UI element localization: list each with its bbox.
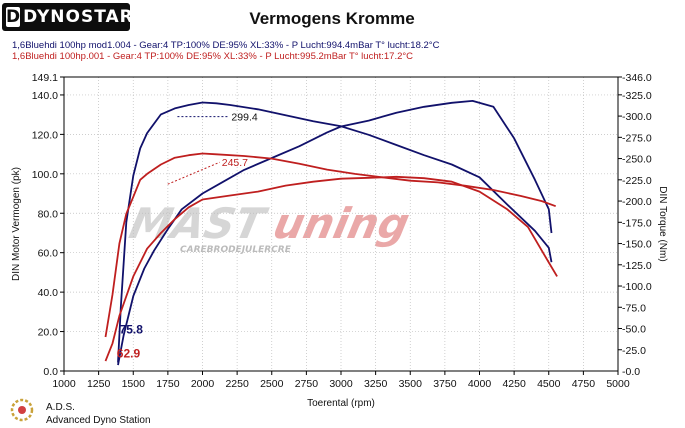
x-tick-label: 3000	[329, 378, 353, 390]
y2-tick-label: -100.0	[622, 281, 652, 293]
x-tick-label: 2500	[260, 378, 284, 390]
y2-tick-label: -325.0	[622, 90, 652, 102]
y2-tick-label: -225.0	[622, 175, 652, 187]
x-tick-label: 1500	[122, 378, 146, 390]
y2-tick-label: -50.0	[622, 324, 646, 336]
y-tick-label: 100.0	[32, 169, 58, 181]
y2-tick-label: -75.0	[622, 302, 646, 314]
x-axis-label: Toerental (rpm)	[307, 398, 375, 409]
annotation-run2-torque-peak: 245.7	[222, 157, 248, 169]
series-run1-power	[117, 100, 553, 366]
annotation-leader	[167, 161, 220, 185]
y2-axis-label: DIN Torque (Nm)	[657, 186, 668, 261]
x-tick-label: 2250	[225, 378, 249, 390]
y2-tick-label: -25.0	[622, 345, 646, 357]
series-run1-torque	[117, 101, 553, 363]
legend-entry-run2: 1,6Bluehdi 100hp.001 - Gear:4 TP:100% DE…	[12, 51, 413, 62]
series-run2-power	[104, 175, 558, 362]
legend-entry-run1: 1,6Bluehdi 100hp mod1.004 - Gear:4 TP:10…	[12, 40, 440, 51]
x-tick-label: 2000	[191, 378, 215, 390]
annotation-run1-start: 75.8	[120, 322, 144, 336]
annotation-run2-start: 62.9	[117, 346, 141, 360]
x-tick-label: 4500	[537, 378, 561, 390]
x-tick-label: 1000	[52, 378, 76, 390]
y2-tick-label: -275.0	[622, 132, 652, 144]
y-tick-label: 140.0	[32, 90, 58, 102]
y2-tick-label: -200.0	[622, 196, 652, 208]
y2-tick-label: -125.0	[622, 260, 652, 272]
y2-tick-label: -250.0	[622, 154, 652, 166]
logo-badge-icon: D	[6, 7, 21, 27]
x-tick-label: 3500	[399, 378, 423, 390]
y2-tick-label: -300.0	[622, 111, 652, 123]
y2-tick-label: -175.0	[622, 217, 652, 229]
y-axis-label: DIN Motor Vermogen (pk)	[11, 167, 22, 281]
dynostar-logo: D DYNOSTAR	[2, 3, 133, 31]
ads-gear-center	[18, 406, 26, 414]
y-tick-label: 120.0	[32, 129, 58, 141]
y-tick-label: 80.0	[38, 208, 59, 220]
ads-gear-icon	[10, 398, 34, 422]
watermark-sub: CAREBRODEJULERCRE	[180, 245, 292, 255]
y-tick-label: 40.0	[38, 287, 59, 299]
watermark-mas: MAST	[125, 200, 271, 248]
footer-title: A.D.S.	[46, 402, 75, 413]
x-tick-label: 1750	[156, 378, 180, 390]
y-tick-label: 0.0	[43, 366, 58, 378]
y-tick-label: 20.0	[38, 327, 59, 339]
logo-brand: DYNOSTAR	[23, 7, 134, 27]
y-tick-label: 149.1	[32, 72, 58, 84]
x-tick-label: 1250	[87, 378, 111, 390]
y-tick-label: 60.0	[38, 248, 59, 260]
x-tick-label: 4250	[502, 378, 526, 390]
chart-title: Vermogens Kromme	[249, 9, 414, 28]
x-tick-label: 5000	[606, 378, 630, 390]
x-tick-label: 3750	[433, 378, 457, 390]
x-tick-label: 4000	[468, 378, 492, 390]
annotation-run1-torque-peak: 299.4	[231, 112, 257, 124]
series-run2-torque	[104, 152, 557, 338]
y2-tick-label: -346.0	[622, 72, 652, 84]
y2-tick-label: -150.0	[622, 239, 652, 251]
x-tick-label: 4750	[572, 378, 596, 390]
x-tick-label: 2750	[295, 378, 319, 390]
y2-tick-label: -0.0	[622, 366, 640, 378]
footer-subtitle: Advanced Dyno Station	[46, 415, 151, 426]
x-tick-label: 3250	[364, 378, 388, 390]
